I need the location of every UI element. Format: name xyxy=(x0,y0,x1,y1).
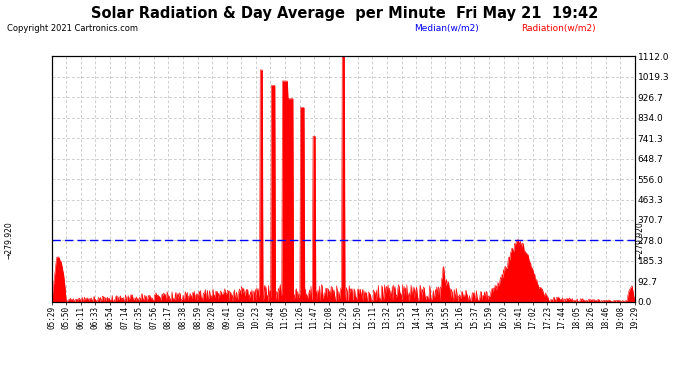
Text: Solar Radiation & Day Average  per Minute  Fri May 21  19:42: Solar Radiation & Day Average per Minute… xyxy=(91,6,599,21)
Text: Copyright 2021 Cartronics.com: Copyright 2021 Cartronics.com xyxy=(7,24,138,33)
Text: →279.920: →279.920 xyxy=(5,221,14,259)
Text: Radiation(w/m2): Radiation(w/m2) xyxy=(521,24,595,33)
Text: Median(w/m2): Median(w/m2) xyxy=(414,24,479,33)
Text: ←279.920: ←279.920 xyxy=(635,221,644,259)
